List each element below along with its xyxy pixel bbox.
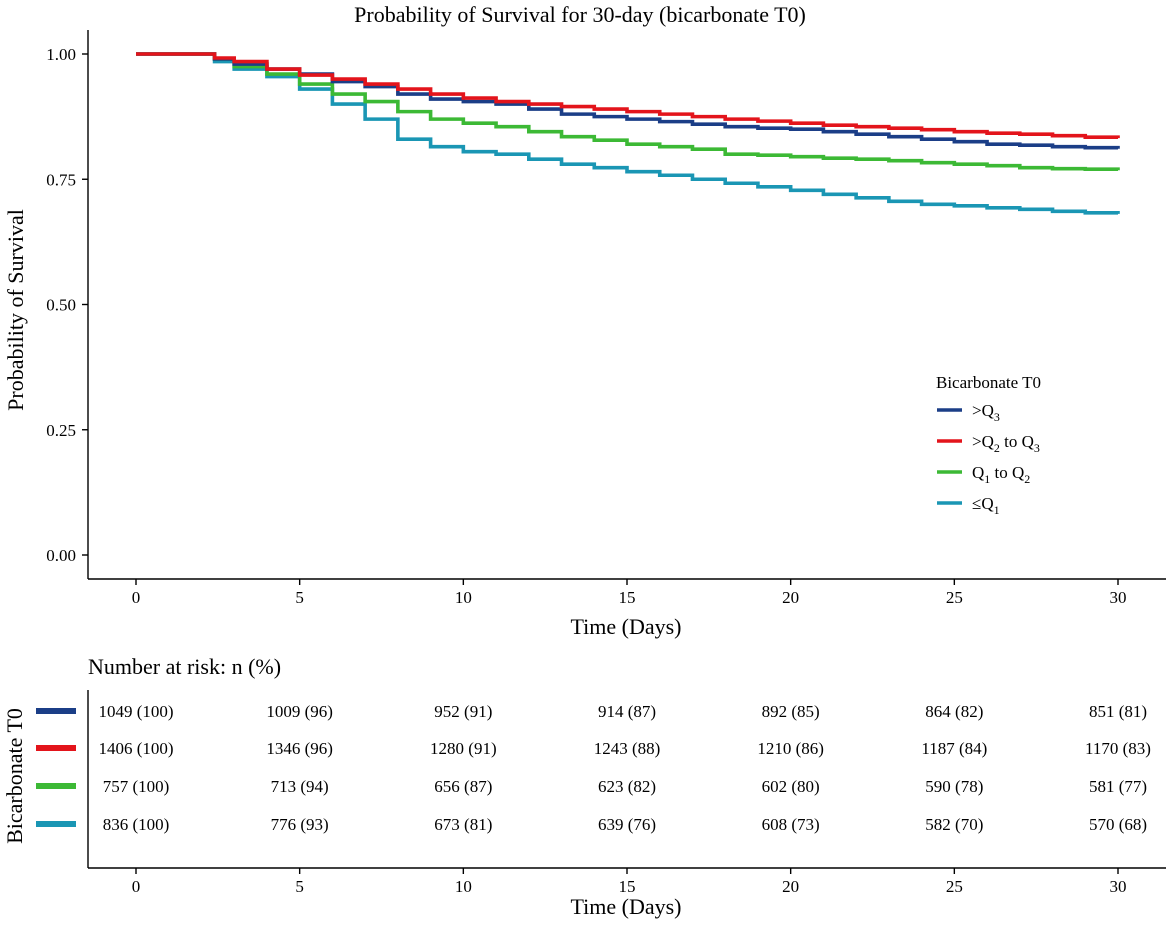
risk-row-swatch <box>36 745 76 751</box>
risk-x-tick-label: 5 <box>295 877 304 896</box>
x-axis-label: Time (Days) <box>570 614 681 639</box>
survival-curve-3 <box>136 52 1120 172</box>
risk-cell: 1346 (96) <box>266 739 333 758</box>
risk-row-swatch <box>36 708 76 714</box>
risk-cell: 914 (87) <box>598 702 656 721</box>
risk-cell: 1243 (88) <box>594 739 661 758</box>
survival-curve-2 <box>136 52 1120 139</box>
risk-cell: 713 (94) <box>271 777 329 796</box>
legend-label-part: >Q <box>972 401 994 420</box>
legend-label-part: 3 <box>1034 441 1040 455</box>
x-tick-label: 15 <box>619 588 636 607</box>
x-tick-label: 10 <box>455 588 472 607</box>
legend-label-part: ≤Q <box>972 494 994 513</box>
risk-x-tick-label: 25 <box>946 877 963 896</box>
risk-cell: 608 (73) <box>762 815 820 834</box>
risk-cell: 776 (93) <box>271 815 329 834</box>
risk-cell: 1406 (100) <box>98 739 173 758</box>
risk-table-title: Number at risk: n (%) <box>88 654 281 679</box>
x-tick-label: 30 <box>1110 588 1127 607</box>
risk-row-swatch <box>36 783 76 789</box>
survival-curve-4 <box>136 52 1120 215</box>
legend-label-part: 3 <box>994 410 1000 424</box>
x-tick-label: 20 <box>782 588 799 607</box>
risk-x-axis-label: Time (Days) <box>570 894 681 919</box>
y-tick-label: 0.25 <box>46 421 76 440</box>
legend-label-part: to Q <box>990 463 1024 482</box>
risk-table-cells: 1049 (100) 1009 (96) 952 (91) 914 (87) 892 (… <box>98 702 1151 834</box>
legend-label-part: 1 <box>984 472 990 486</box>
legend-label: Q1 to Q2 <box>972 463 1030 486</box>
legend-label: >Q2 to Q3 <box>972 432 1040 455</box>
risk-cell: 1210 (86) <box>757 739 824 758</box>
risk-cell: 1170 (83) <box>1085 739 1151 758</box>
risk-cell: 570 (68) <box>1089 815 1147 834</box>
risk-cell: 1049 (100) <box>98 702 173 721</box>
risk-cell: 836 (100) <box>103 815 170 834</box>
legend-label: >Q3 <box>972 401 1000 424</box>
survival-curves <box>136 52 1120 215</box>
y-tick-label: 0.75 <box>46 170 76 189</box>
risk-x-tick-label: 20 <box>782 877 799 896</box>
risk-x-tick-label: 10 <box>455 877 472 896</box>
legend-label-part: Q <box>972 463 984 482</box>
y-tick-label: 0.00 <box>46 546 76 565</box>
risk-cell: 864 (82) <box>925 702 983 721</box>
risk-cell: 892 (85) <box>762 702 820 721</box>
risk-cell: 623 (82) <box>598 777 656 796</box>
risk-cell: 851 (81) <box>1089 702 1147 721</box>
risk-row-swatches <box>36 708 76 827</box>
x-ticks: 0 5 10 15 20 25 30 <box>132 579 1127 607</box>
risk-cell: 656 (87) <box>434 777 492 796</box>
x-tick-label: 25 <box>946 588 963 607</box>
risk-cell: 1009 (96) <box>266 702 333 721</box>
risk-cell: 639 (76) <box>598 815 656 834</box>
legend-label-part: 2 <box>1024 472 1030 486</box>
risk-cell: 757 (100) <box>103 777 170 796</box>
chart-title: Probability of Survival for 30-day (bica… <box>354 2 806 27</box>
legend-label-part: 1 <box>994 503 1000 517</box>
risk-x-ticks: 0 5 10 15 20 25 30 <box>132 868 1127 896</box>
legend-label-part: 2 <box>994 441 1000 455</box>
risk-x-tick-label: 15 <box>619 877 636 896</box>
y-tick-label: 0.50 <box>46 296 76 315</box>
x-tick-label: 0 <box>132 588 141 607</box>
risk-table-y-label: Bicarbonate T0 <box>2 708 27 844</box>
risk-cell: 673 (81) <box>434 815 492 834</box>
legend-label-part: >Q <box>972 432 994 451</box>
legend-label-part: to Q <box>1000 432 1034 451</box>
legend-title: Bicarbonate T0 <box>936 373 1041 392</box>
y-ticks: 0.00 0.25 0.50 0.75 1.00 <box>46 45 88 565</box>
risk-cell: 581 (77) <box>1089 777 1147 796</box>
risk-x-tick-label: 30 <box>1110 877 1127 896</box>
y-tick-label: 1.00 <box>46 45 76 64</box>
risk-cell: 590 (78) <box>925 777 983 796</box>
risk-row-swatch <box>36 821 76 827</box>
risk-cell: 1280 (91) <box>430 739 497 758</box>
risk-cell: 1187 (84) <box>921 739 987 758</box>
risk-cell: 952 (91) <box>434 702 492 721</box>
risk-cell: 602 (80) <box>762 777 820 796</box>
y-axis-label: Probability of Survival <box>3 209 28 411</box>
risk-x-tick-label: 0 <box>132 877 141 896</box>
x-tick-label: 5 <box>295 588 304 607</box>
legend-label: ≤Q1 <box>972 494 1000 517</box>
risk-cell: 582 (70) <box>925 815 983 834</box>
